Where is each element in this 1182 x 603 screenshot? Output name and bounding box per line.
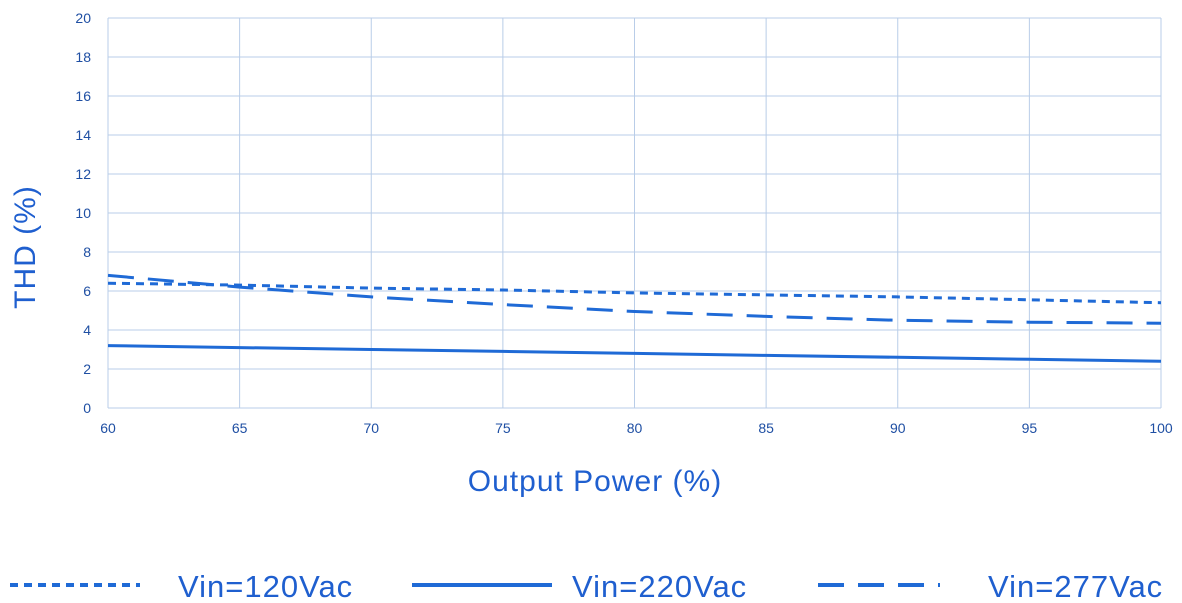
x-tick-label: 75 — [495, 420, 511, 436]
legend-label-3: Vin=277Vac — [988, 569, 1163, 603]
series-line-3 — [107, 273, 1162, 325]
series-lines — [107, 273, 1162, 363]
y-tick-label: 16 — [75, 88, 91, 104]
x-axis-label: Output Power (%) — [468, 465, 722, 498]
y-tick-label: 0 — [83, 400, 91, 416]
tick-labels: 60 65 70 75 80 85 90 95 100 0 2 4 6 8 10 12 14 16 18 20 — [75, 10, 1172, 436]
x-tick-label: 60 — [100, 420, 116, 436]
legend: Vin=120Vac Vin=220Vac Vin=277Vac — [10, 569, 1163, 603]
x-tick-label: 65 — [232, 420, 248, 436]
y-tick-label: 12 — [75, 166, 91, 182]
x-tick-label: 90 — [890, 420, 906, 436]
x-tick-label: 70 — [363, 420, 379, 436]
y-tick-label: 18 — [75, 49, 91, 65]
series-line-2 — [107, 344, 1162, 363]
legend-label-2: Vin=220Vac — [572, 569, 747, 603]
y-axis-label: THD (%) — [9, 185, 42, 309]
y-tick-label: 4 — [83, 322, 91, 338]
series-line-1 — [107, 281, 1162, 305]
legend-label-1: Vin=120Vac — [178, 569, 353, 603]
y-tick-label: 6 — [83, 283, 91, 299]
y-tick-label: 14 — [75, 127, 91, 143]
x-tick-label: 95 — [1022, 420, 1038, 436]
x-tick-label: 100 — [1149, 420, 1173, 436]
y-tick-label: 20 — [75, 10, 91, 26]
y-tick-label: 2 — [83, 361, 91, 377]
x-tick-label: 85 — [758, 420, 774, 436]
grid — [107, 17, 1162, 409]
y-tick-label: 10 — [75, 205, 91, 221]
y-tick-label: 8 — [83, 244, 91, 260]
x-tick-label: 80 — [627, 420, 643, 436]
